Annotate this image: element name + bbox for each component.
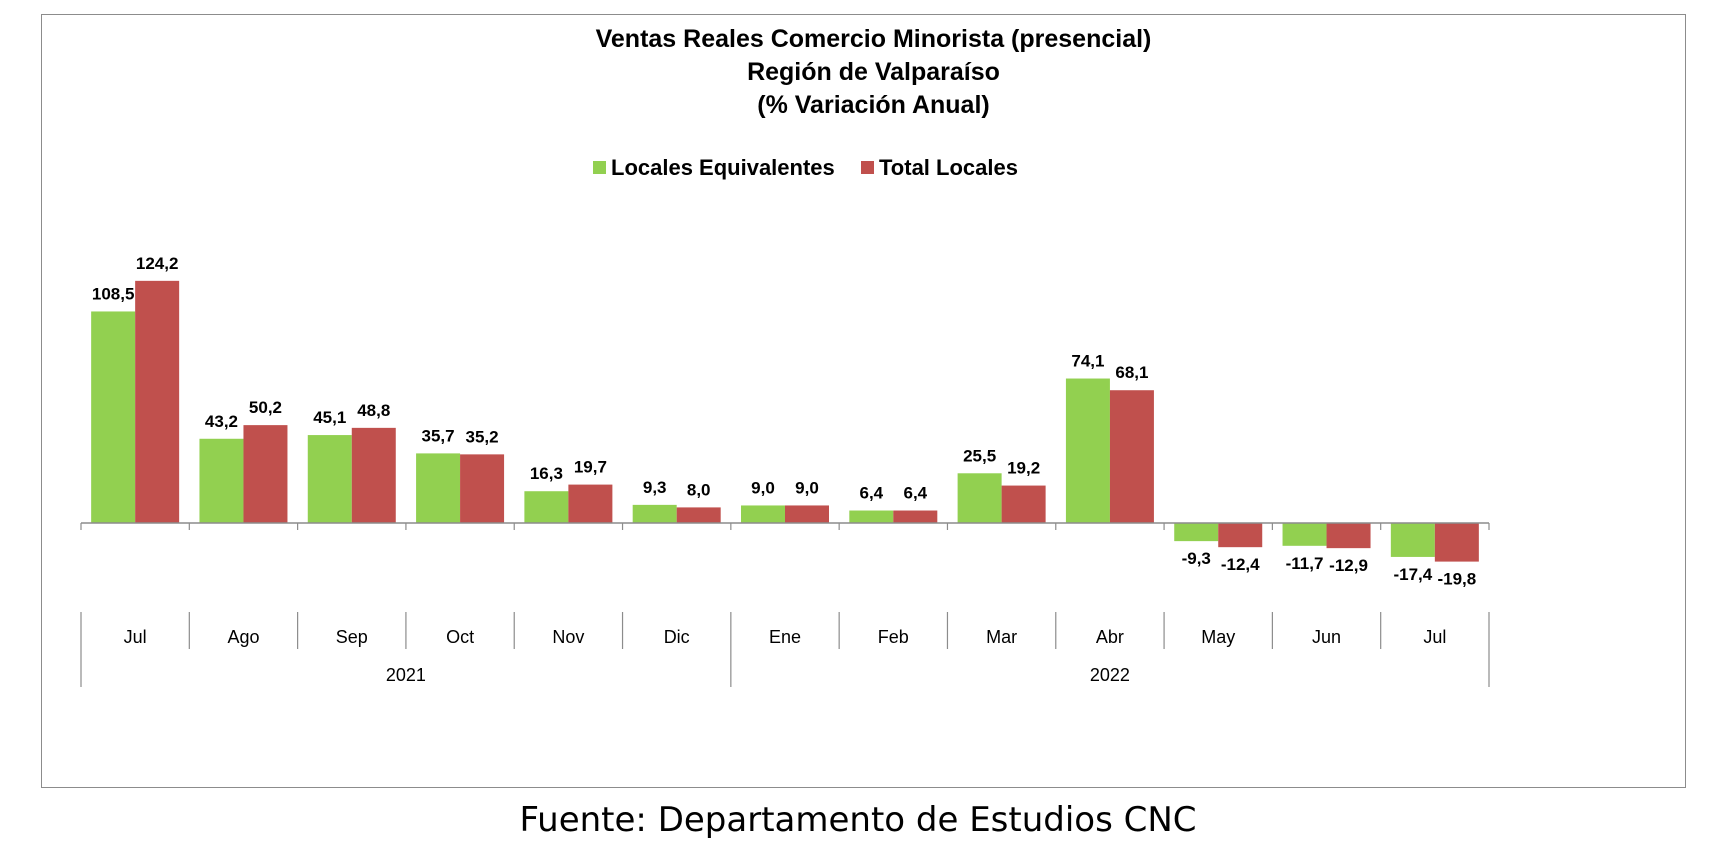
bar bbox=[676, 507, 721, 523]
legend-label: Locales Equivalentes bbox=[611, 155, 835, 180]
data-label: 108,5 bbox=[92, 284, 135, 303]
data-label: -19,8 bbox=[1437, 570, 1476, 589]
bar bbox=[351, 427, 396, 523]
chart-title-line: Ventas Reales Comercio Minorista (presen… bbox=[596, 25, 1152, 53]
data-label: -12,9 bbox=[1329, 556, 1368, 575]
chart-svg: Ventas Reales Comercio Minorista (presen… bbox=[80, 25, 1490, 687]
data-label: 8,0 bbox=[687, 480, 711, 499]
data-label: 6,4 bbox=[859, 484, 883, 503]
data-label: 35,2 bbox=[466, 427, 499, 446]
chart-frame: Ventas Reales Comercio Minorista (presen… bbox=[41, 14, 1686, 788]
data-label: -12,4 bbox=[1221, 555, 1260, 574]
data-label: 124,2 bbox=[136, 254, 179, 273]
data-label: 45,1 bbox=[313, 408, 346, 427]
bar bbox=[1174, 523, 1219, 542]
data-label: 48,8 bbox=[357, 401, 390, 420]
data-label: -17,4 bbox=[1393, 565, 1432, 584]
legend-label: Total Locales bbox=[879, 155, 1018, 180]
month-label: Feb bbox=[878, 627, 909, 647]
data-label: 19,7 bbox=[574, 458, 607, 477]
bar bbox=[785, 505, 829, 523]
data-label: -9,3 bbox=[1182, 549, 1211, 568]
bar bbox=[957, 473, 1002, 523]
bar bbox=[893, 510, 938, 523]
data-label: 35,7 bbox=[422, 426, 455, 445]
data-label: 9,3 bbox=[643, 478, 667, 497]
month-label: Jul bbox=[124, 627, 147, 647]
month-label: Oct bbox=[446, 627, 474, 647]
chart-title-line: (% Variación Anual) bbox=[757, 91, 989, 119]
bar bbox=[524, 491, 569, 523]
chart-legend: Locales Equivalentes Total Locales bbox=[593, 155, 1018, 180]
month-label: Jun bbox=[1312, 627, 1341, 647]
bar bbox=[416, 453, 461, 523]
month-label: Mar bbox=[986, 627, 1017, 647]
data-label: 50,2 bbox=[249, 398, 282, 417]
bar bbox=[1390, 523, 1435, 557]
data-label: 19,2 bbox=[1007, 459, 1040, 478]
month-label: May bbox=[1201, 627, 1235, 647]
bar bbox=[1282, 523, 1327, 546]
data-label: 43,2 bbox=[205, 412, 238, 431]
bar bbox=[1434, 523, 1479, 562]
bar bbox=[91, 311, 136, 523]
month-label: Nov bbox=[552, 627, 584, 647]
data-label: 16,3 bbox=[530, 464, 563, 483]
data-label: -11,7 bbox=[1286, 554, 1324, 573]
bar bbox=[307, 435, 352, 523]
bar bbox=[243, 425, 288, 523]
year-label: 2021 bbox=[386, 665, 426, 685]
data-label: 9,0 bbox=[795, 478, 819, 497]
data-label: 74,1 bbox=[1071, 352, 1104, 371]
bar bbox=[199, 438, 244, 523]
year-label: 2022 bbox=[1090, 665, 1130, 685]
source-note: Fuente: Departamento de Estudios CNC bbox=[519, 800, 1197, 840]
bar bbox=[1109, 390, 1154, 523]
month-label: Ago bbox=[227, 627, 259, 647]
chart-title: Ventas Reales Comercio Minorista (presen… bbox=[596, 25, 1152, 119]
bar bbox=[568, 484, 613, 523]
legend-swatch bbox=[593, 161, 606, 174]
data-label: 68,1 bbox=[1115, 363, 1148, 382]
bar bbox=[1001, 485, 1046, 523]
bar bbox=[632, 504, 677, 523]
month-label: Ene bbox=[769, 627, 801, 647]
chart-title-line: Región de Valparaíso bbox=[747, 58, 1000, 86]
category-axis: Jul Ago Sep Oct Nov Dic Ene Feb Mar Abr May Jun Jul 2… bbox=[80, 522, 1490, 687]
data-label: 25,5 bbox=[963, 446, 996, 465]
month-label: Sep bbox=[336, 627, 368, 647]
month-label: Abr bbox=[1096, 627, 1124, 647]
bars bbox=[91, 280, 1479, 562]
legend-swatch bbox=[861, 161, 874, 174]
bar bbox=[741, 505, 785, 523]
bar bbox=[849, 510, 894, 523]
data-label: 6,4 bbox=[903, 484, 927, 503]
bar bbox=[1218, 523, 1263, 548]
bar bbox=[1065, 378, 1110, 523]
bar bbox=[460, 454, 505, 523]
month-label: Jul bbox=[1423, 627, 1446, 647]
month-label: Dic bbox=[664, 627, 690, 647]
bar bbox=[135, 280, 180, 523]
bar bbox=[1326, 523, 1371, 549]
data-label: 9,0 bbox=[751, 478, 775, 497]
